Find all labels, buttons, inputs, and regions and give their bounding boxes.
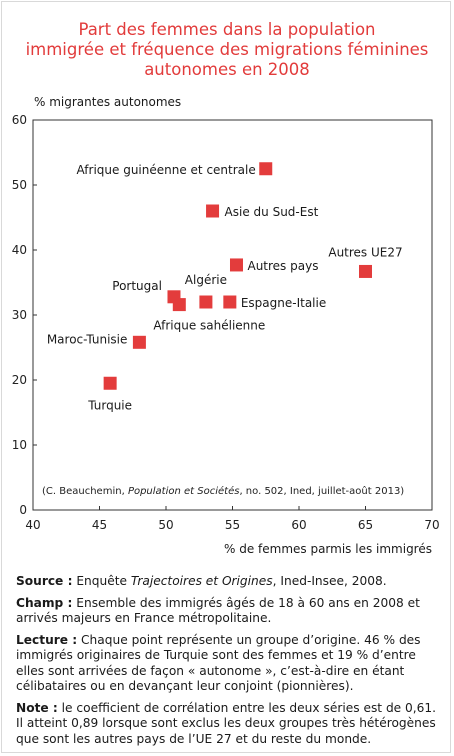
data-point-marker: [172, 298, 186, 312]
champ-note: Champ : Ensemble des immigrés âgés de 18…: [16, 595, 420, 626]
data-point-marker: [223, 295, 237, 309]
scatter-chart: 40 45 50 55 60 65 70 0 10 20 30 40 50 60 Afrique guiné…: [12, 113, 440, 532]
y-tick-label: 50: [12, 178, 27, 192]
data-point-marker: [229, 258, 243, 272]
y-tick-label: 40: [12, 243, 27, 257]
lecture-note: Lecture : Chaque point représente un gro…: [16, 632, 421, 694]
data-point-label: Afrique guinéenne et centrale: [77, 163, 256, 177]
data-point-marker: [206, 204, 220, 218]
data-point-marker: [359, 264, 372, 278]
data-point-marker: [259, 162, 273, 176]
x-tick-label: 70: [424, 518, 439, 532]
data-point-label: Autres UE27: [328, 245, 402, 259]
data-point-label: Espagne-Italie: [241, 296, 326, 310]
chart-title-line-2: immigrée et fréquence des migrations fém…: [25, 40, 429, 59]
data-point-marker: [199, 295, 213, 309]
y-tick-label: 30: [12, 308, 27, 322]
y-tick-label: 60: [12, 113, 27, 127]
data-point-label: Portugal: [112, 279, 162, 293]
x-axis-label: % de femmes parmis les immigrés: [223, 542, 432, 556]
data-point-label: Asie du Sud-Est: [225, 205, 319, 219]
data-point-marker: [103, 376, 117, 390]
x-tick-label: 40: [25, 518, 40, 532]
chart-source-annotation: (C. Beauchemin, Population et Sociétés, …: [42, 485, 404, 497]
y-tick-label: 20: [12, 373, 27, 387]
data-point-label: Afrique sahélienne: [153, 319, 265, 333]
notes-block: Source : Enquête Trajectoires et Origine…: [16, 574, 440, 753]
y-axis-label: % migrantes autonomes: [34, 95, 182, 109]
data-point-label: Autres pays: [247, 259, 318, 273]
chart-title-line-3: autonomes en 2008: [144, 60, 310, 79]
data-point-label: Algérie: [185, 273, 227, 287]
y-tick-label: 10: [12, 438, 27, 452]
correlation-note: Note : le coefficient de corrélation ent…: [16, 700, 437, 746]
x-tick-label: 55: [225, 518, 240, 532]
chart-title-line-1: Part des femmes dans la population: [78, 20, 376, 39]
x-tick-label: 65: [358, 518, 373, 532]
data-point-label: Maroc-Tunisie: [47, 332, 128, 346]
data-point-marker: [132, 335, 146, 349]
y-tick-label: 0: [19, 503, 27, 517]
data-point-label: Turquie: [87, 398, 132, 412]
x-tick-label: 60: [291, 518, 306, 532]
source-note: Source : Enquête Trajectoires et Origine…: [16, 574, 387, 588]
plot-area-frame: [32, 119, 433, 511]
x-tick-label: 50: [158, 518, 173, 532]
x-tick-label: 45: [92, 518, 107, 532]
chart-title: Part des femmes dans la population immig…: [0, 20, 454, 80]
